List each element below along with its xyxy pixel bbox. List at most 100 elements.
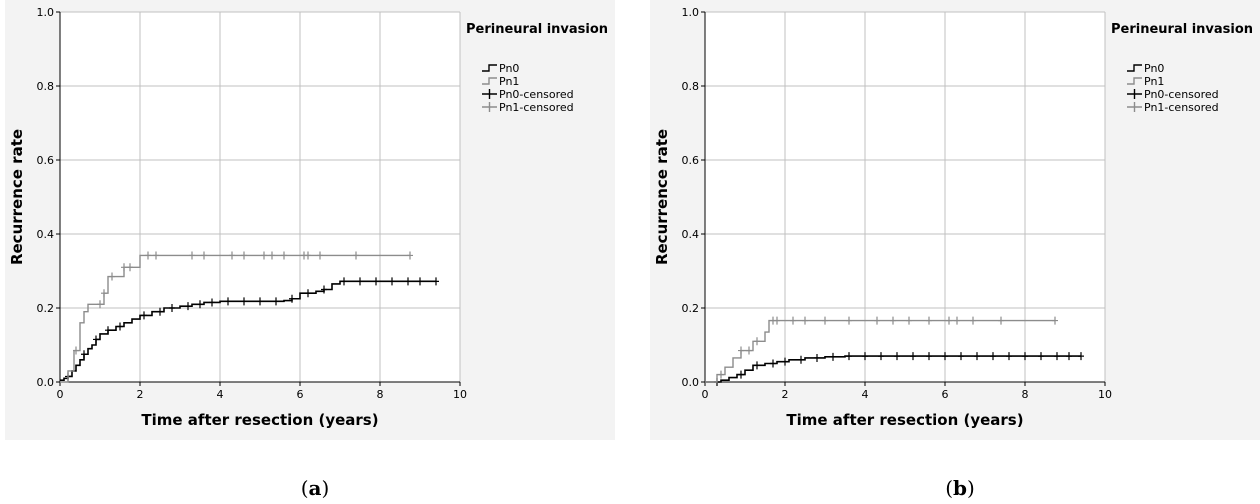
censor-mark-pn0 xyxy=(321,285,327,294)
censor-mark-pn1 xyxy=(407,251,413,260)
censor-mark-pn0 xyxy=(830,352,836,361)
censor-mark-pn0 xyxy=(738,370,744,379)
legend-label-pn0: Pn0 xyxy=(1144,62,1164,75)
censor-mark-pn1 xyxy=(145,251,151,260)
legend-label-pn0: Pn0 xyxy=(499,62,519,75)
x-tick-label: 0 xyxy=(57,388,64,401)
censor-mark-pn1 xyxy=(269,251,275,260)
censor-mark-pn0 xyxy=(241,297,247,306)
panel-label-open: ( xyxy=(300,476,309,500)
censor-mark-pn0 xyxy=(878,352,884,361)
censor-mark-pn0 xyxy=(93,335,99,344)
censor-mark-pn1 xyxy=(121,263,127,272)
censor-mark-pn0 xyxy=(389,277,395,286)
censor-mark-pn1 xyxy=(954,316,960,325)
censor-mark-pn0 xyxy=(798,355,804,364)
censor-mark-pn1 xyxy=(97,300,103,309)
legend-swatch-line xyxy=(482,77,497,85)
y-tick-label: 0.0 xyxy=(37,376,55,389)
censor-mark-pn0 xyxy=(273,297,279,306)
censor-mark-pn0 xyxy=(1038,352,1044,361)
censor-mark-pn1 xyxy=(822,316,828,325)
x-tick-label: 10 xyxy=(453,388,467,401)
y-tick-label: 1.0 xyxy=(682,6,700,19)
censor-mark-pn1 xyxy=(153,251,159,260)
legend-swatch-line xyxy=(482,64,497,72)
censor-mark-pn0 xyxy=(417,277,423,286)
censor-mark-pn1 xyxy=(305,251,311,260)
censor-mark-pn1 xyxy=(738,346,744,355)
censor-mark-pn1 xyxy=(127,263,133,272)
censor-mark-pn0 xyxy=(942,352,948,361)
censor-mark-pn0 xyxy=(958,352,964,361)
legend-label-pn1-censored: Pn1-censored xyxy=(1144,101,1219,114)
censor-mark-pn0 xyxy=(1078,352,1084,361)
censor-mark-pn0 xyxy=(754,361,760,370)
censor-mark-pn0 xyxy=(169,304,175,312)
legend-swatch-line xyxy=(1127,64,1142,72)
censor-mark-pn0 xyxy=(341,277,347,286)
censor-mark-pn0 xyxy=(357,277,363,286)
series-line-pn0 xyxy=(60,280,436,381)
censor-mark-pn1 xyxy=(1052,316,1058,325)
plot-area xyxy=(705,12,1105,382)
censor-mark-pn0 xyxy=(105,326,111,335)
censor-mark-pn1 xyxy=(101,289,107,298)
censor-mark-pn0 xyxy=(894,352,900,361)
censor-mark-pn1 xyxy=(906,316,912,325)
y-tick-label: 0.0 xyxy=(682,376,700,389)
censor-mark-pn1 xyxy=(890,316,896,325)
censor-mark-pn1 xyxy=(874,316,880,325)
censor-mark-pn0 xyxy=(305,289,311,298)
censor-mark-pn0 xyxy=(990,352,996,361)
km-chart-a: 0 2 4 6 8 10 0.0 0.2 0.4 0.6 0.8 1.0 Time after rese… xyxy=(8,6,608,429)
censor-mark-pn0 xyxy=(910,352,916,361)
censor-mark-pn1 xyxy=(189,251,195,260)
censor-mark-pn0 xyxy=(1006,352,1012,361)
censor-mark-pn1 xyxy=(109,272,115,281)
censor-mark-pn1 xyxy=(229,251,235,260)
censor-mark-pn1 xyxy=(261,251,267,260)
censor-mark-pn0 xyxy=(862,352,868,361)
legend-swatch-censor xyxy=(1127,102,1142,112)
y-tick-label: 0.6 xyxy=(37,154,55,167)
censor-mark-pn0 xyxy=(225,297,231,306)
legend-swatch-censor xyxy=(482,89,497,99)
y-tick-label: 0.6 xyxy=(682,154,700,167)
x-axis-title: Time after resection (years) xyxy=(786,411,1023,429)
censor-mark-pn0 xyxy=(141,311,147,320)
censor-mark-pn1 xyxy=(802,316,808,325)
censor-mark-pn1 xyxy=(201,251,207,260)
censor-mark-pn1 xyxy=(926,316,932,325)
plot-area xyxy=(60,12,460,382)
x-tick-label: 4 xyxy=(217,388,224,401)
legend-swatch-line xyxy=(1127,77,1142,85)
x-tick-label: 4 xyxy=(862,388,869,401)
censor-mark-pn1 xyxy=(718,370,724,379)
x-tick-label: 2 xyxy=(137,388,144,401)
chart-panel-a: 0 2 4 6 8 10 0.0 0.2 0.4 0.6 0.8 1.0 Time after rese… xyxy=(5,0,615,500)
censor-mark-pn0 xyxy=(117,322,123,331)
censor-mark-pn1 xyxy=(790,316,796,325)
legend-title: Perineural invasion xyxy=(466,22,608,37)
x-tick-label: 8 xyxy=(1022,388,1029,401)
legend-label-pn1-censored: Pn1-censored xyxy=(499,101,574,114)
panel-label-letter: b xyxy=(953,476,967,500)
legend-title: Perineural invasion xyxy=(1111,22,1253,37)
censor-mark-pn0 xyxy=(770,359,776,368)
km-chart-b: 0 2 4 6 8 10 0.0 0.2 0.4 0.6 0.8 1.0 Time after rese… xyxy=(653,6,1253,429)
censor-mark-pn1 xyxy=(946,316,952,325)
censor-mark-pn1 xyxy=(754,337,760,346)
censor-mark-pn0 xyxy=(289,294,295,303)
y-axis-title: Recurrence rate xyxy=(653,129,671,265)
series-line-pn0 xyxy=(705,355,1081,383)
censor-mark-pn1 xyxy=(774,316,780,325)
y-tick-label: 0.2 xyxy=(37,302,55,315)
censor-mark-pn1 xyxy=(317,251,323,260)
y-tick-label: 0.8 xyxy=(37,80,55,93)
censor-mark-pn1 xyxy=(998,316,1004,325)
censor-mark-pn1 xyxy=(73,346,79,355)
censor-mark-pn0 xyxy=(1066,352,1072,361)
censor-mark-pn0 xyxy=(846,352,852,361)
panel-label-letter: a xyxy=(308,476,322,500)
